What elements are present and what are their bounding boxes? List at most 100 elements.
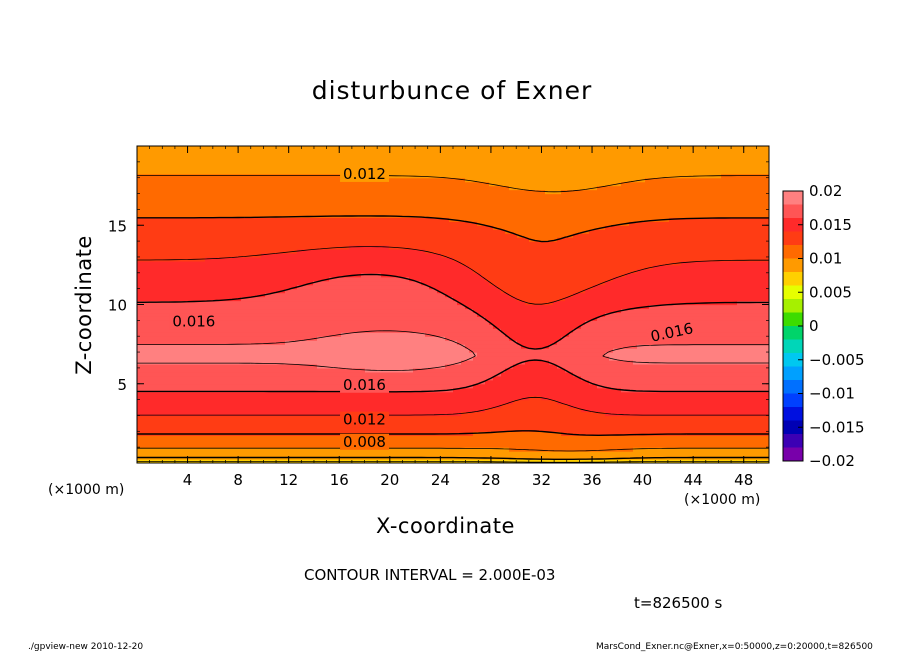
field-cell [141,205,146,210]
field-cell [165,439,170,444]
field-cell [197,451,202,456]
field-cell [293,288,298,294]
field-cell [145,344,150,349]
field-cell [353,407,358,413]
field-cell [301,447,306,452]
field-cell [321,264,326,270]
field-cell [145,348,150,353]
field-cell [297,157,302,163]
field-cell [377,340,382,345]
field-cell [181,419,186,424]
field-cell [253,336,258,341]
field-cell [173,268,178,274]
field-cell [345,300,350,306]
field-cell [153,249,158,254]
field-cell [341,197,346,203]
field-cell [189,300,194,306]
field-cell [325,403,330,409]
field-cell [225,423,230,428]
field-cell [273,316,278,321]
field-cell [165,153,170,159]
field-cell [353,264,358,270]
field-cell [313,237,318,242]
field-cell [337,312,342,317]
field-cell [277,415,282,421]
field-cell [153,229,158,234]
field-cell [217,340,222,345]
field-cell [145,375,150,381]
field-cell [253,177,258,183]
field-cell [373,371,378,377]
field-cell [145,447,150,452]
field-cell [289,288,294,294]
field-cell [161,146,166,151]
field-cell [193,375,198,381]
field-cell [301,304,306,310]
field-cell [165,237,170,242]
field-cell [173,149,178,155]
field-cell [273,415,278,421]
field-cell [329,344,334,349]
field-cell [177,371,182,377]
field-cell [253,153,258,159]
field-cell [345,153,350,159]
field-cell [197,411,202,417]
field-cell [281,403,286,409]
field-cell [273,312,278,317]
field-cell [373,332,378,337]
field-cell [277,268,282,274]
field-cell [281,367,286,373]
field-cell [161,324,166,329]
field-cell [265,272,270,278]
field-cell [289,316,294,321]
field-cell [185,336,190,341]
field-cell [145,276,150,282]
field-cell [265,359,270,365]
field-cell [157,419,162,424]
field-cell [213,264,218,270]
field-cell [257,332,262,337]
field-cell [145,411,150,417]
field-cell [265,407,270,413]
field-cell [197,157,202,163]
field-cell [157,161,162,167]
field-cell [205,439,210,444]
field-cell [233,411,238,417]
field-cell [289,149,294,155]
field-cell [309,229,314,234]
field-cell [301,189,306,195]
field-cell [353,276,358,282]
field-cell [245,348,250,353]
field-cell [241,225,246,230]
field-cell [201,161,206,167]
field-cell [153,367,158,373]
field-cell [301,387,306,393]
field-cell [253,359,258,365]
field-cell [149,375,154,381]
field-cell [253,459,258,463]
field-cell [157,193,162,199]
field-cell [289,296,294,302]
field-cell [289,264,294,270]
field-cell [337,320,342,325]
field-cell [297,288,302,294]
field-cell [337,241,342,246]
field-cell [241,245,246,250]
field-cell [333,411,338,417]
field-cell [149,340,154,345]
field-cell [265,252,270,258]
field-cell [245,352,250,357]
field-cell [305,181,310,187]
field-cell [265,447,270,452]
field-cell [241,193,246,199]
field-cell [257,205,262,210]
field-cell [353,316,358,321]
field-cell [297,379,302,385]
field-cell [313,201,318,207]
field-cell [381,363,386,369]
field-cell [373,352,378,357]
field-cell [177,209,182,214]
field-cell [281,209,286,214]
field-cell [273,308,278,314]
field-cell [337,359,342,365]
